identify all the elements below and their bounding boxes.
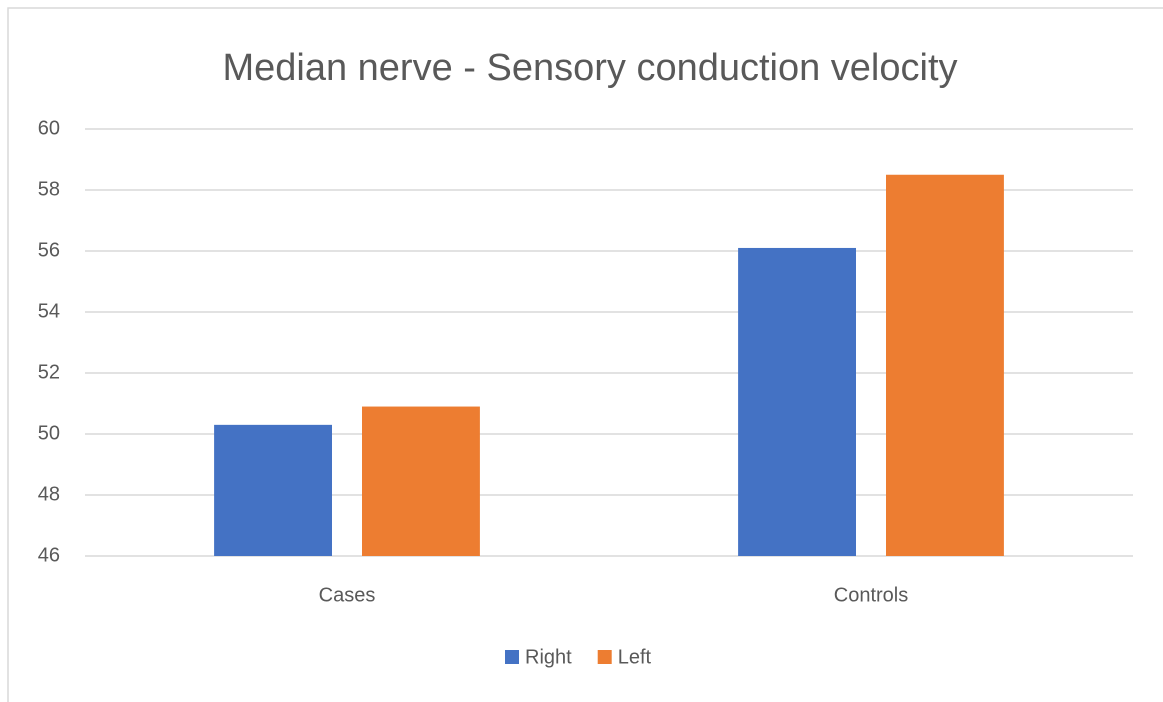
- bar: [738, 247, 856, 556]
- bar: [214, 424, 332, 556]
- y-tick-label: 52: [38, 361, 60, 383]
- bar: [886, 174, 1004, 556]
- y-tick-label: 60: [38, 117, 60, 139]
- y-tick-label: 50: [38, 422, 60, 444]
- y-tick-label: 54: [38, 300, 60, 322]
- legend-label: Left: [618, 646, 652, 668]
- chart-border: [7, 7, 1163, 702]
- y-tick-label: 58: [38, 178, 60, 200]
- legend-swatch: [505, 650, 519, 664]
- y-tick-label: 46: [38, 544, 60, 566]
- legend-swatch: [597, 650, 612, 664]
- bar: [362, 406, 480, 556]
- legend-label: Right: [525, 646, 572, 668]
- chart-title: Median nerve - Sensory conduction veloci…: [222, 47, 957, 89]
- y-tick-label: 48: [38, 483, 60, 505]
- x-tick-label: Controls: [834, 584, 908, 606]
- x-tick-label: Cases: [319, 584, 376, 606]
- y-tick-label: 56: [38, 239, 60, 261]
